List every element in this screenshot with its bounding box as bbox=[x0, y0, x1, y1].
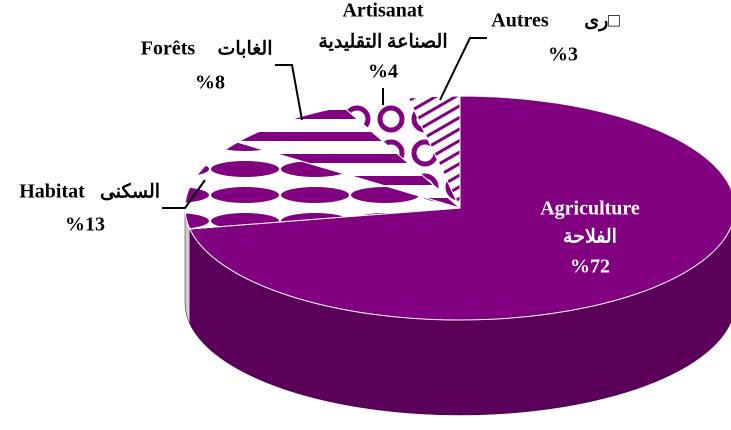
slice-label: Artisanat bbox=[342, 0, 423, 22]
pie-slice bbox=[184, 141, 461, 230]
slice-label-ar: الفلاحة bbox=[563, 226, 617, 247]
value-label: %3 bbox=[548, 44, 578, 66]
leader-lines bbox=[162, 37, 487, 209]
slice-label: Forêts bbox=[141, 38, 196, 60]
value-label: %72 bbox=[570, 256, 610, 278]
leader-line bbox=[275, 64, 303, 121]
value-label: %4 bbox=[368, 61, 398, 83]
slice-label-ar: السكنى bbox=[100, 181, 160, 202]
leader-line bbox=[439, 37, 487, 101]
pie bbox=[184, 95, 731, 416]
slice-label-ar: □رى bbox=[584, 10, 620, 31]
pie-slice bbox=[236, 106, 461, 209]
value-label: %13 bbox=[65, 214, 105, 236]
slice-label-ar: الغابات bbox=[218, 38, 273, 59]
slice-label: Autres bbox=[491, 10, 549, 32]
slice-label-ar: الصناعة التقليدية bbox=[318, 31, 447, 52]
pie-slice bbox=[407, 95, 461, 209]
slice-label: Agriculture bbox=[540, 198, 640, 220]
leader-line bbox=[162, 179, 206, 209]
value-label: %8 bbox=[195, 72, 225, 94]
slice-label: Habitat bbox=[19, 181, 85, 203]
